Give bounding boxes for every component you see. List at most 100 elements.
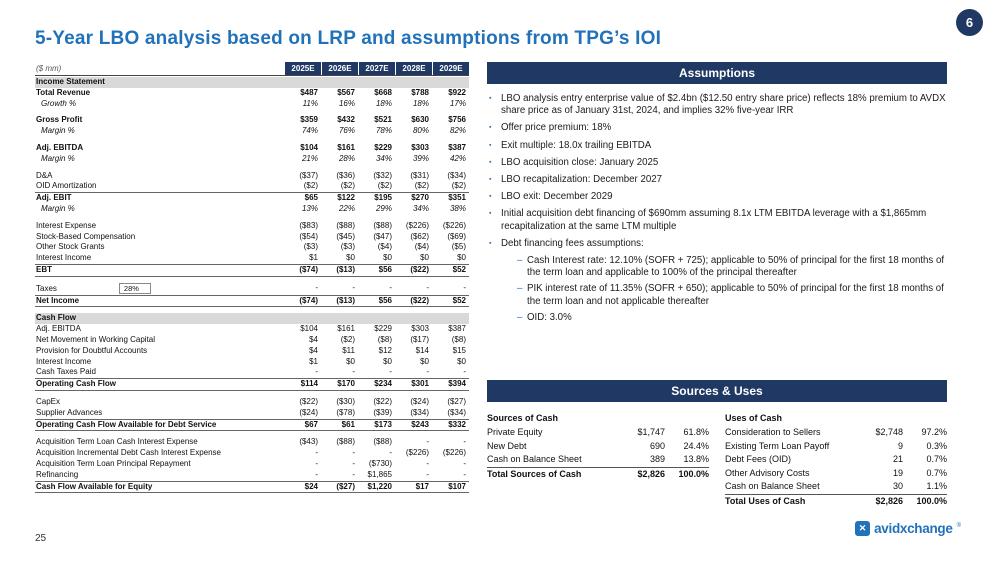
sources-amount: $1,747 xyxy=(637,427,665,437)
assumption-text: PIK interest rate of 11.35% (SOFR + 650)… xyxy=(527,283,944,307)
table-row: Gross Profit $359 $432 $521 $630 $756 xyxy=(35,115,469,126)
cell-value: - xyxy=(389,367,392,377)
cell-value: $234 xyxy=(374,379,392,389)
row-label: Interest Income xyxy=(36,253,92,263)
cell-value: $1,865 xyxy=(367,469,392,479)
cell-value: - xyxy=(463,283,466,293)
cell-value: $922 xyxy=(448,87,466,97)
table-row: Acquisition Term Loan Cash Interest Expe… xyxy=(35,437,469,448)
row-label: Operating Cash Flow Available for Debt S… xyxy=(36,419,217,429)
cell-value: $567 xyxy=(337,87,355,97)
uses-label: Consideration to Sellers xyxy=(725,427,821,437)
cell-value: $65 xyxy=(304,193,318,203)
cell-value: - xyxy=(389,283,392,293)
table-row: Adj. EBIT $65 $122 $195 $270 $351 xyxy=(35,193,469,204)
cell-value: $303 xyxy=(411,324,429,334)
uses-row: Cash on Balance Sheet 30 1.1% xyxy=(725,480,947,495)
uses-amount: $2,748 xyxy=(875,427,903,437)
square-bullet-icon: ▪ xyxy=(489,124,492,132)
sources-percent: 24.4% xyxy=(683,440,709,451)
cell-value: ($2) xyxy=(414,181,429,191)
uses-label: Debt Fees (OID) xyxy=(725,454,792,464)
cell-value: $11 xyxy=(342,345,355,355)
table-row: Provision for Doubtful Accounts $4 $11 $12 $… xyxy=(35,346,469,357)
sources-uses-section: Sources & Uses Sources of Cash Private Eq… xyxy=(487,380,947,508)
cell-value: ($8) xyxy=(377,334,392,344)
cell-value: 34% xyxy=(375,153,392,163)
cell-value: - xyxy=(352,448,355,458)
cell-value: $0 xyxy=(346,253,355,263)
cell-value: $301 xyxy=(411,379,429,389)
cell-value: $359 xyxy=(300,115,318,125)
sources-label: Cash on Balance Sheet xyxy=(487,454,582,464)
cell-value: ($226) xyxy=(442,220,466,230)
cell-value: 80% xyxy=(412,126,429,136)
cell-value: - xyxy=(389,448,392,458)
cell-value: $56 xyxy=(378,295,392,305)
cell-value: ($36) xyxy=(336,170,355,180)
table-row: Operating Cash Flow $114 $170 $234 $301 $394 xyxy=(35,379,469,391)
cell-value: $387 xyxy=(448,324,466,334)
cell-value: - xyxy=(352,283,355,293)
assumption-text: Offer price premium: 18% xyxy=(501,122,612,134)
cell-value: ($13) xyxy=(336,264,355,274)
cell-value: ($22) xyxy=(299,396,318,406)
assumption-item: ▪ LBO analysis entry enterprise value of … xyxy=(487,93,947,117)
cell-value: $52 xyxy=(452,264,466,274)
cell-value: - xyxy=(352,367,355,377)
cell-value: $0 xyxy=(346,356,355,366)
uses-amount: 9 xyxy=(897,440,903,451)
cell-value: 34% xyxy=(412,203,429,213)
row-label: Cash Taxes Paid xyxy=(36,367,96,377)
uses-amount: 30 xyxy=(892,481,903,491)
cell-value: ($2) xyxy=(377,181,392,191)
row-label: D&A xyxy=(36,170,53,180)
uses-percent: 1.1% xyxy=(926,481,947,491)
cell-value: 18% xyxy=(375,98,392,108)
sources-percent: 100.0% xyxy=(678,468,709,479)
cell-value: $114 xyxy=(300,379,318,389)
year-column-header: 2028E xyxy=(395,62,432,75)
table-row: Margin % 74% 76% 78% 80% 82% xyxy=(35,126,469,137)
sources-label: New Debt xyxy=(487,440,527,451)
cell-value: ($47) xyxy=(373,231,392,241)
row-label: Cash Flow Available for Equity xyxy=(36,481,153,491)
cell-value: ($5) xyxy=(451,242,466,252)
uses-amount: 19 xyxy=(892,467,903,478)
cell-value: $67 xyxy=(304,419,318,429)
row-label: Adj. EBITDA xyxy=(36,324,81,334)
cell-value: - xyxy=(426,283,429,293)
registered-mark-icon: ® xyxy=(956,523,961,529)
cell-value: ($27) xyxy=(447,396,466,406)
row-label: Cash Flow xyxy=(36,313,77,323)
row-label: Supplier Advances xyxy=(36,407,103,417)
cell-value: - xyxy=(426,469,429,479)
square-bullet-icon: ▪ xyxy=(489,95,492,102)
assumption-text: Debt financing fees assumptions: xyxy=(501,237,644,249)
assumption-text: LBO analysis entry enterprise value of $… xyxy=(501,93,946,117)
financial-table: ($ mm) 2025E 2026E 2027E 2028E 2029E Income … xyxy=(35,62,469,494)
cell-value: $15 xyxy=(452,345,466,355)
cell-value: 76% xyxy=(338,126,355,136)
cell-value: - xyxy=(315,448,318,458)
table-row: CapEx ($22) ($30) ($22) ($24) ($27) xyxy=(35,397,469,408)
row-label: CapEx xyxy=(36,396,61,406)
dash-bullet-icon: – xyxy=(517,283,523,295)
uses-percent: 97.2% xyxy=(921,427,947,437)
cell-value: ($39) xyxy=(373,407,392,417)
uses-amount: 21 xyxy=(892,454,903,464)
cell-value: ($226) xyxy=(442,448,466,458)
row-label: Adj. EBIT xyxy=(36,193,72,203)
cell-value: - xyxy=(352,469,355,479)
cell-value: $170 xyxy=(337,379,355,389)
table-row: Supplier Advances ($24) ($78) ($39) ($34) ($3… xyxy=(35,408,469,420)
sources-title: Sources of Cash xyxy=(487,413,559,423)
cell-value: - xyxy=(315,283,318,293)
cell-value: ($78) xyxy=(336,407,355,417)
uses-label: Cash on Balance Sheet xyxy=(725,481,820,491)
row-label: Stock-Based Compensation xyxy=(36,231,136,241)
square-bullet-icon: ▪ xyxy=(489,193,492,201)
row-label: Acquisition Term Loan Cash Interest Expe… xyxy=(36,437,198,447)
cell-value: ($69) xyxy=(447,231,466,241)
